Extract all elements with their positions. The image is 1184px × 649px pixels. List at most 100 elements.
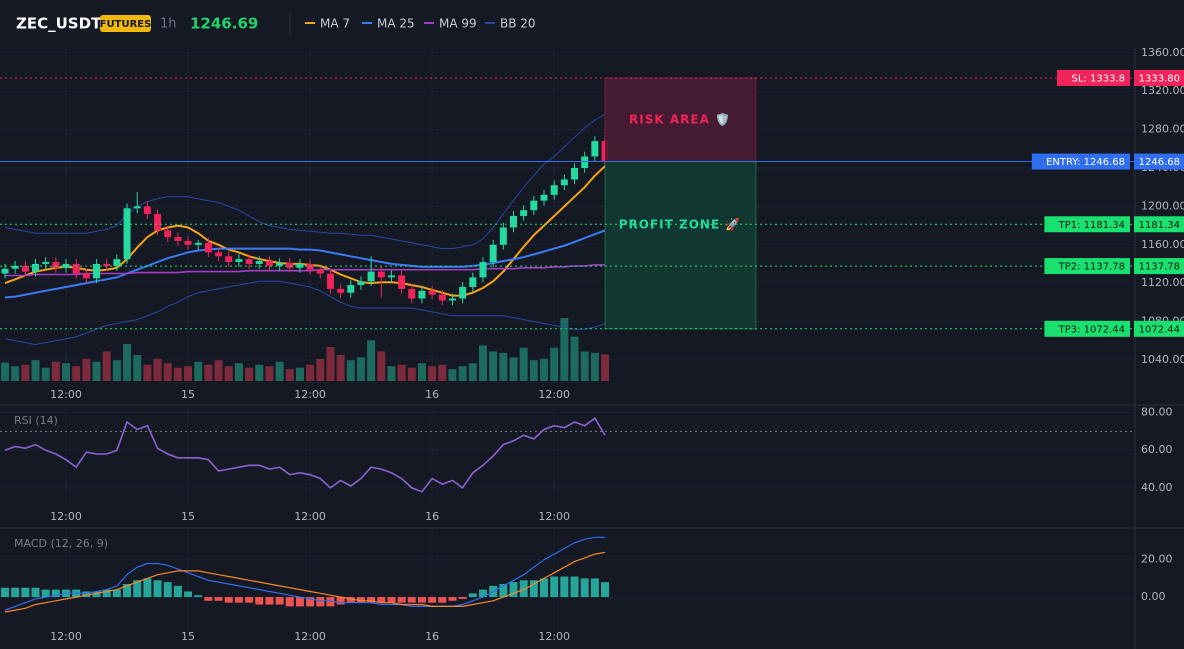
volume-bar: [489, 351, 498, 381]
volume-bar: [580, 351, 589, 381]
level-label: TP2: 1137.78: [1058, 262, 1125, 273]
candle-body: [276, 262, 284, 266]
candle-body: [347, 285, 355, 293]
candle-body: [398, 275, 406, 289]
macd-hist: [306, 597, 315, 607]
volume-bar: [519, 347, 528, 381]
macd-hist: [265, 597, 274, 605]
macd-hist: [540, 578, 549, 598]
candle-body: [225, 256, 233, 263]
candle-body: [82, 273, 90, 279]
candle-body: [143, 206, 151, 215]
legend-label: MA 99: [439, 17, 477, 31]
y-tick-label: 20.00: [1141, 553, 1173, 566]
volume-bar: [397, 364, 406, 381]
macd-line: [4, 536, 605, 611]
candle-body: [194, 242, 202, 245]
level-value: 1246.68: [1139, 157, 1180, 168]
candle-body: [326, 273, 334, 289]
zone-label: RISK AREA 🛡️: [629, 112, 731, 126]
level-label: SL: 1333.8: [1072, 73, 1125, 84]
badge-bg: [100, 15, 151, 32]
volume-bar: [540, 358, 549, 381]
macd-hist: [428, 597, 437, 603]
level-tag: [1031, 153, 1130, 170]
macd-hist: [336, 597, 345, 605]
rsi-line: [4, 417, 606, 493]
candle-body: [204, 242, 212, 253]
candle-body: [510, 215, 517, 228]
macd-hist: [184, 591, 193, 598]
volume-bar: [204, 364, 213, 381]
macd-hist: [519, 580, 528, 598]
volume-bar: [336, 355, 345, 381]
volume-bar: [316, 358, 325, 381]
panel-title: RSI (14): [14, 414, 58, 427]
macd-hist: [153, 580, 162, 598]
volume-bar: [173, 367, 182, 381]
level-value: 1137.78: [1139, 262, 1180, 273]
x-tick-label: 12:00: [294, 630, 326, 643]
macd-hist: [133, 580, 142, 598]
macd-hist: [102, 589, 111, 598]
candle-body: [103, 263, 111, 266]
volume-bar: [438, 364, 447, 381]
y-tick-label: 1160.00: [1141, 238, 1184, 251]
x-tick-label: 12:00: [538, 630, 570, 643]
candle-body: [1, 268, 9, 274]
volume-bar: [458, 366, 467, 381]
x-tick-label: 15: [181, 388, 195, 401]
macd-hist: [356, 597, 365, 603]
x-tick-label: 12:00: [50, 388, 82, 401]
volume-bar: [590, 352, 599, 381]
volume-bar: [21, 364, 30, 381]
ma-line: [4, 165, 606, 297]
volume-bar: [601, 354, 610, 381]
level-label: TP3: 1072.44: [1058, 324, 1125, 335]
volume-bar: [570, 336, 579, 381]
macd-hist: [346, 597, 355, 603]
candle-body: [32, 263, 40, 272]
ma-line: [4, 229, 606, 299]
candle-body: [52, 262, 60, 268]
volume-bar: [214, 360, 223, 381]
macd-hist: [143, 578, 152, 598]
macd-hist: [92, 591, 101, 598]
x-tick-label: 12:00: [50, 510, 82, 523]
macd-hist: [407, 597, 416, 603]
macd-hist: [367, 597, 376, 603]
macd-hist: [397, 597, 406, 603]
x-tick-label: 12:00: [294, 388, 326, 401]
volume-bar: [224, 366, 233, 381]
zone: [604, 161, 757, 330]
macd-hist: [448, 597, 457, 601]
candle-body: [571, 167, 579, 180]
candle-body: [113, 259, 121, 266]
macd-hist: [509, 582, 518, 598]
x-tick-label: 16: [425, 510, 439, 523]
macd-hist: [590, 578, 599, 598]
volume-bar: [478, 345, 487, 381]
macd-hist: [580, 578, 589, 598]
candle-body: [438, 294, 446, 301]
volume-bar: [92, 361, 101, 381]
macd-hist: [224, 597, 233, 603]
macd-hist: [295, 597, 304, 607]
macd-hist: [31, 587, 40, 598]
candle-body: [255, 261, 263, 264]
macd-hist: [377, 597, 386, 603]
macd-hist: [245, 597, 254, 603]
volume-bar: [1, 362, 9, 381]
candle-body: [286, 262, 294, 268]
macd-hist: [214, 597, 223, 601]
volume-bar: [184, 366, 193, 381]
volume-bar: [112, 360, 121, 381]
candle-body: [540, 194, 548, 201]
volume-bar: [387, 366, 396, 381]
candle-body: [560, 179, 568, 186]
macd-hist: [570, 576, 579, 598]
candle-body: [367, 271, 375, 282]
candle-body: [479, 262, 487, 278]
